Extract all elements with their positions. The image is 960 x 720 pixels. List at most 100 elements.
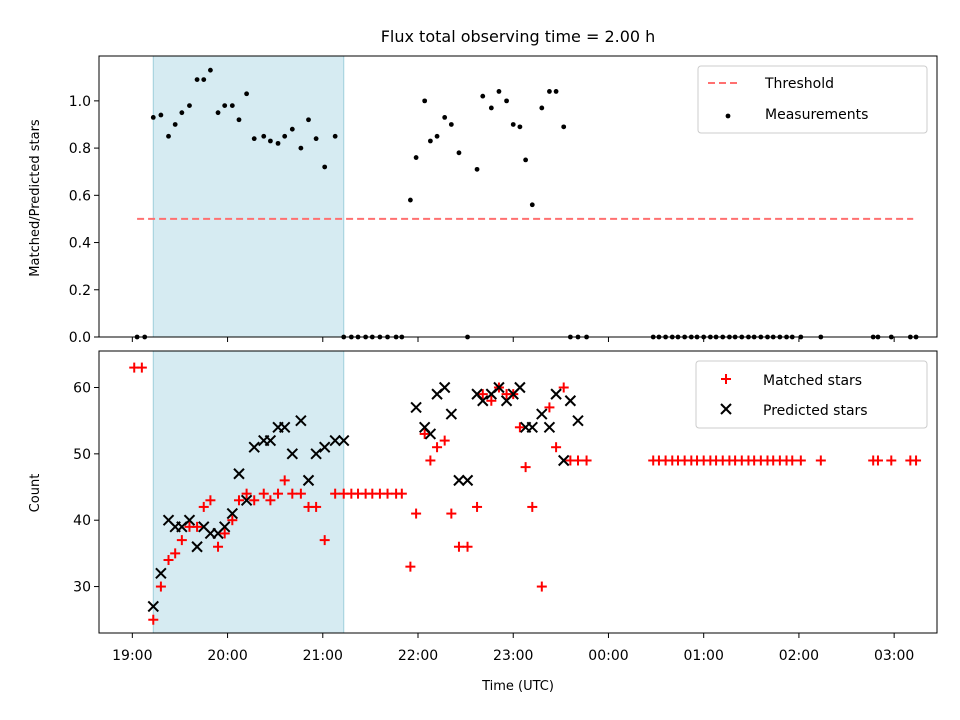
matched-star-point bbox=[396, 488, 407, 499]
predicted-star-point bbox=[514, 381, 526, 394]
x-tick-label: 20:00 bbox=[207, 648, 247, 664]
matched-star-point bbox=[249, 495, 260, 506]
predicted-star-point bbox=[424, 428, 437, 440]
predicted-star-point bbox=[453, 474, 465, 487]
measurement-point bbox=[510, 122, 516, 127]
predicted-star-point bbox=[550, 388, 562, 400]
axes-frame bbox=[98, 55, 938, 338]
measurement-point bbox=[427, 138, 433, 144]
matched-star-point bbox=[527, 501, 538, 512]
matched-star-point bbox=[472, 501, 483, 512]
matched-star-point bbox=[279, 475, 290, 486]
measurement-point bbox=[313, 136, 319, 142]
measurement-point bbox=[547, 89, 552, 94]
matched-star-point bbox=[241, 488, 252, 499]
matched-star-point bbox=[192, 521, 203, 532]
predicted-star-point bbox=[278, 421, 291, 434]
predicted-star-point bbox=[526, 421, 538, 434]
measurement-point bbox=[442, 114, 448, 120]
y-tick-label: 0.8 bbox=[69, 141, 91, 157]
measurement-point bbox=[229, 103, 235, 108]
y-axis-label-ratio: Matched/Predicted stars bbox=[28, 119, 43, 277]
measurement-point bbox=[306, 117, 311, 123]
predicted-star-point bbox=[445, 408, 458, 420]
measurement-point bbox=[282, 133, 288, 139]
legend-matched-label: Matched stars bbox=[763, 373, 862, 389]
measurement-point bbox=[413, 155, 419, 160]
bottom-panel: Count Time (UTC) 30 40 50 60 19:00 20:00 21:00… bbox=[28, 350, 938, 694]
matched-star-point bbox=[558, 382, 569, 393]
predicted-star-point bbox=[558, 454, 570, 467]
measurement-point bbox=[179, 110, 185, 116]
measurement-point bbox=[187, 103, 192, 108]
predicted-star-point bbox=[155, 567, 167, 579]
measurement-point bbox=[236, 117, 242, 123]
legend-predicted-label: Predicted stars bbox=[763, 403, 868, 419]
y-tick-label: 30 bbox=[73, 580, 91, 596]
matched-star-point bbox=[439, 435, 450, 446]
predicted-star-point bbox=[477, 395, 489, 407]
measurement-point bbox=[434, 133, 440, 139]
y-tick-label: 0.6 bbox=[69, 188, 91, 204]
predicted-star-point bbox=[183, 514, 196, 526]
matched-star-point bbox=[233, 495, 244, 506]
matched-star-point bbox=[205, 495, 216, 506]
y-tick-label: 1.0 bbox=[69, 94, 91, 110]
matched-star-point bbox=[911, 455, 922, 466]
predicted-star-point bbox=[226, 507, 239, 520]
predicted-star-point bbox=[240, 494, 253, 507]
legend-frame bbox=[697, 65, 928, 134]
matched-star-point bbox=[514, 422, 525, 433]
y-tick-label: 60 bbox=[73, 380, 91, 396]
matched-star-point bbox=[419, 428, 430, 439]
predicted-star-point bbox=[329, 434, 341, 447]
legend-predicted-swatch bbox=[720, 403, 732, 415]
predicted-star-point bbox=[147, 600, 159, 613]
measurement-point bbox=[268, 138, 273, 144]
matched-star-point bbox=[581, 455, 592, 466]
matched-star-point bbox=[462, 541, 473, 552]
measurement-point bbox=[150, 114, 156, 120]
legend-matched-swatch bbox=[721, 374, 731, 384]
matched-star-point bbox=[536, 581, 547, 592]
measurement-point bbox=[172, 122, 178, 127]
measurement-point bbox=[523, 157, 529, 163]
matched-star-point bbox=[136, 362, 147, 373]
matched-star-point bbox=[227, 515, 238, 526]
measurement-point bbox=[480, 93, 486, 99]
top-panel: Flux total observing time = 2.00 h Match… bbox=[28, 27, 938, 346]
matched-star-point bbox=[886, 455, 897, 466]
measurement-point bbox=[194, 77, 200, 83]
matched-star-point bbox=[425, 455, 436, 466]
matched-star-point bbox=[787, 455, 798, 466]
matched-star-point bbox=[330, 488, 341, 499]
measurement-point bbox=[289, 126, 295, 132]
predicted-star-point bbox=[295, 414, 307, 427]
predicted-star-point bbox=[302, 474, 315, 487]
matched-star-point bbox=[311, 501, 322, 512]
measurement-point bbox=[201, 77, 207, 83]
predicted-star-point bbox=[233, 468, 245, 480]
x-tick-label: 02:00 bbox=[779, 648, 819, 664]
matched-star-point bbox=[198, 501, 209, 512]
measurement-point bbox=[496, 89, 502, 94]
measurement-point bbox=[215, 110, 221, 116]
predicted-star-point bbox=[572, 414, 584, 427]
matched-star-point bbox=[170, 548, 181, 559]
measurement-point bbox=[422, 98, 428, 104]
matched-star-point bbox=[148, 614, 159, 625]
matched-star-point bbox=[551, 442, 562, 453]
x-axis-label-time: Time (UTC) bbox=[481, 679, 554, 694]
y-tick-label: 50 bbox=[73, 447, 91, 463]
matched-star-point bbox=[265, 495, 276, 506]
matched-star-point bbox=[155, 581, 166, 592]
y-tick-label: 40 bbox=[73, 513, 91, 529]
observing-window-span bbox=[152, 350, 345, 634]
matched-star-point bbox=[219, 528, 230, 539]
measurement-point bbox=[529, 202, 535, 208]
x-tick-label: 23:00 bbox=[493, 648, 533, 664]
measurement-point bbox=[298, 145, 304, 151]
axes-frame bbox=[98, 350, 938, 634]
measurement-point bbox=[456, 150, 462, 156]
measurement-point bbox=[322, 164, 328, 170]
